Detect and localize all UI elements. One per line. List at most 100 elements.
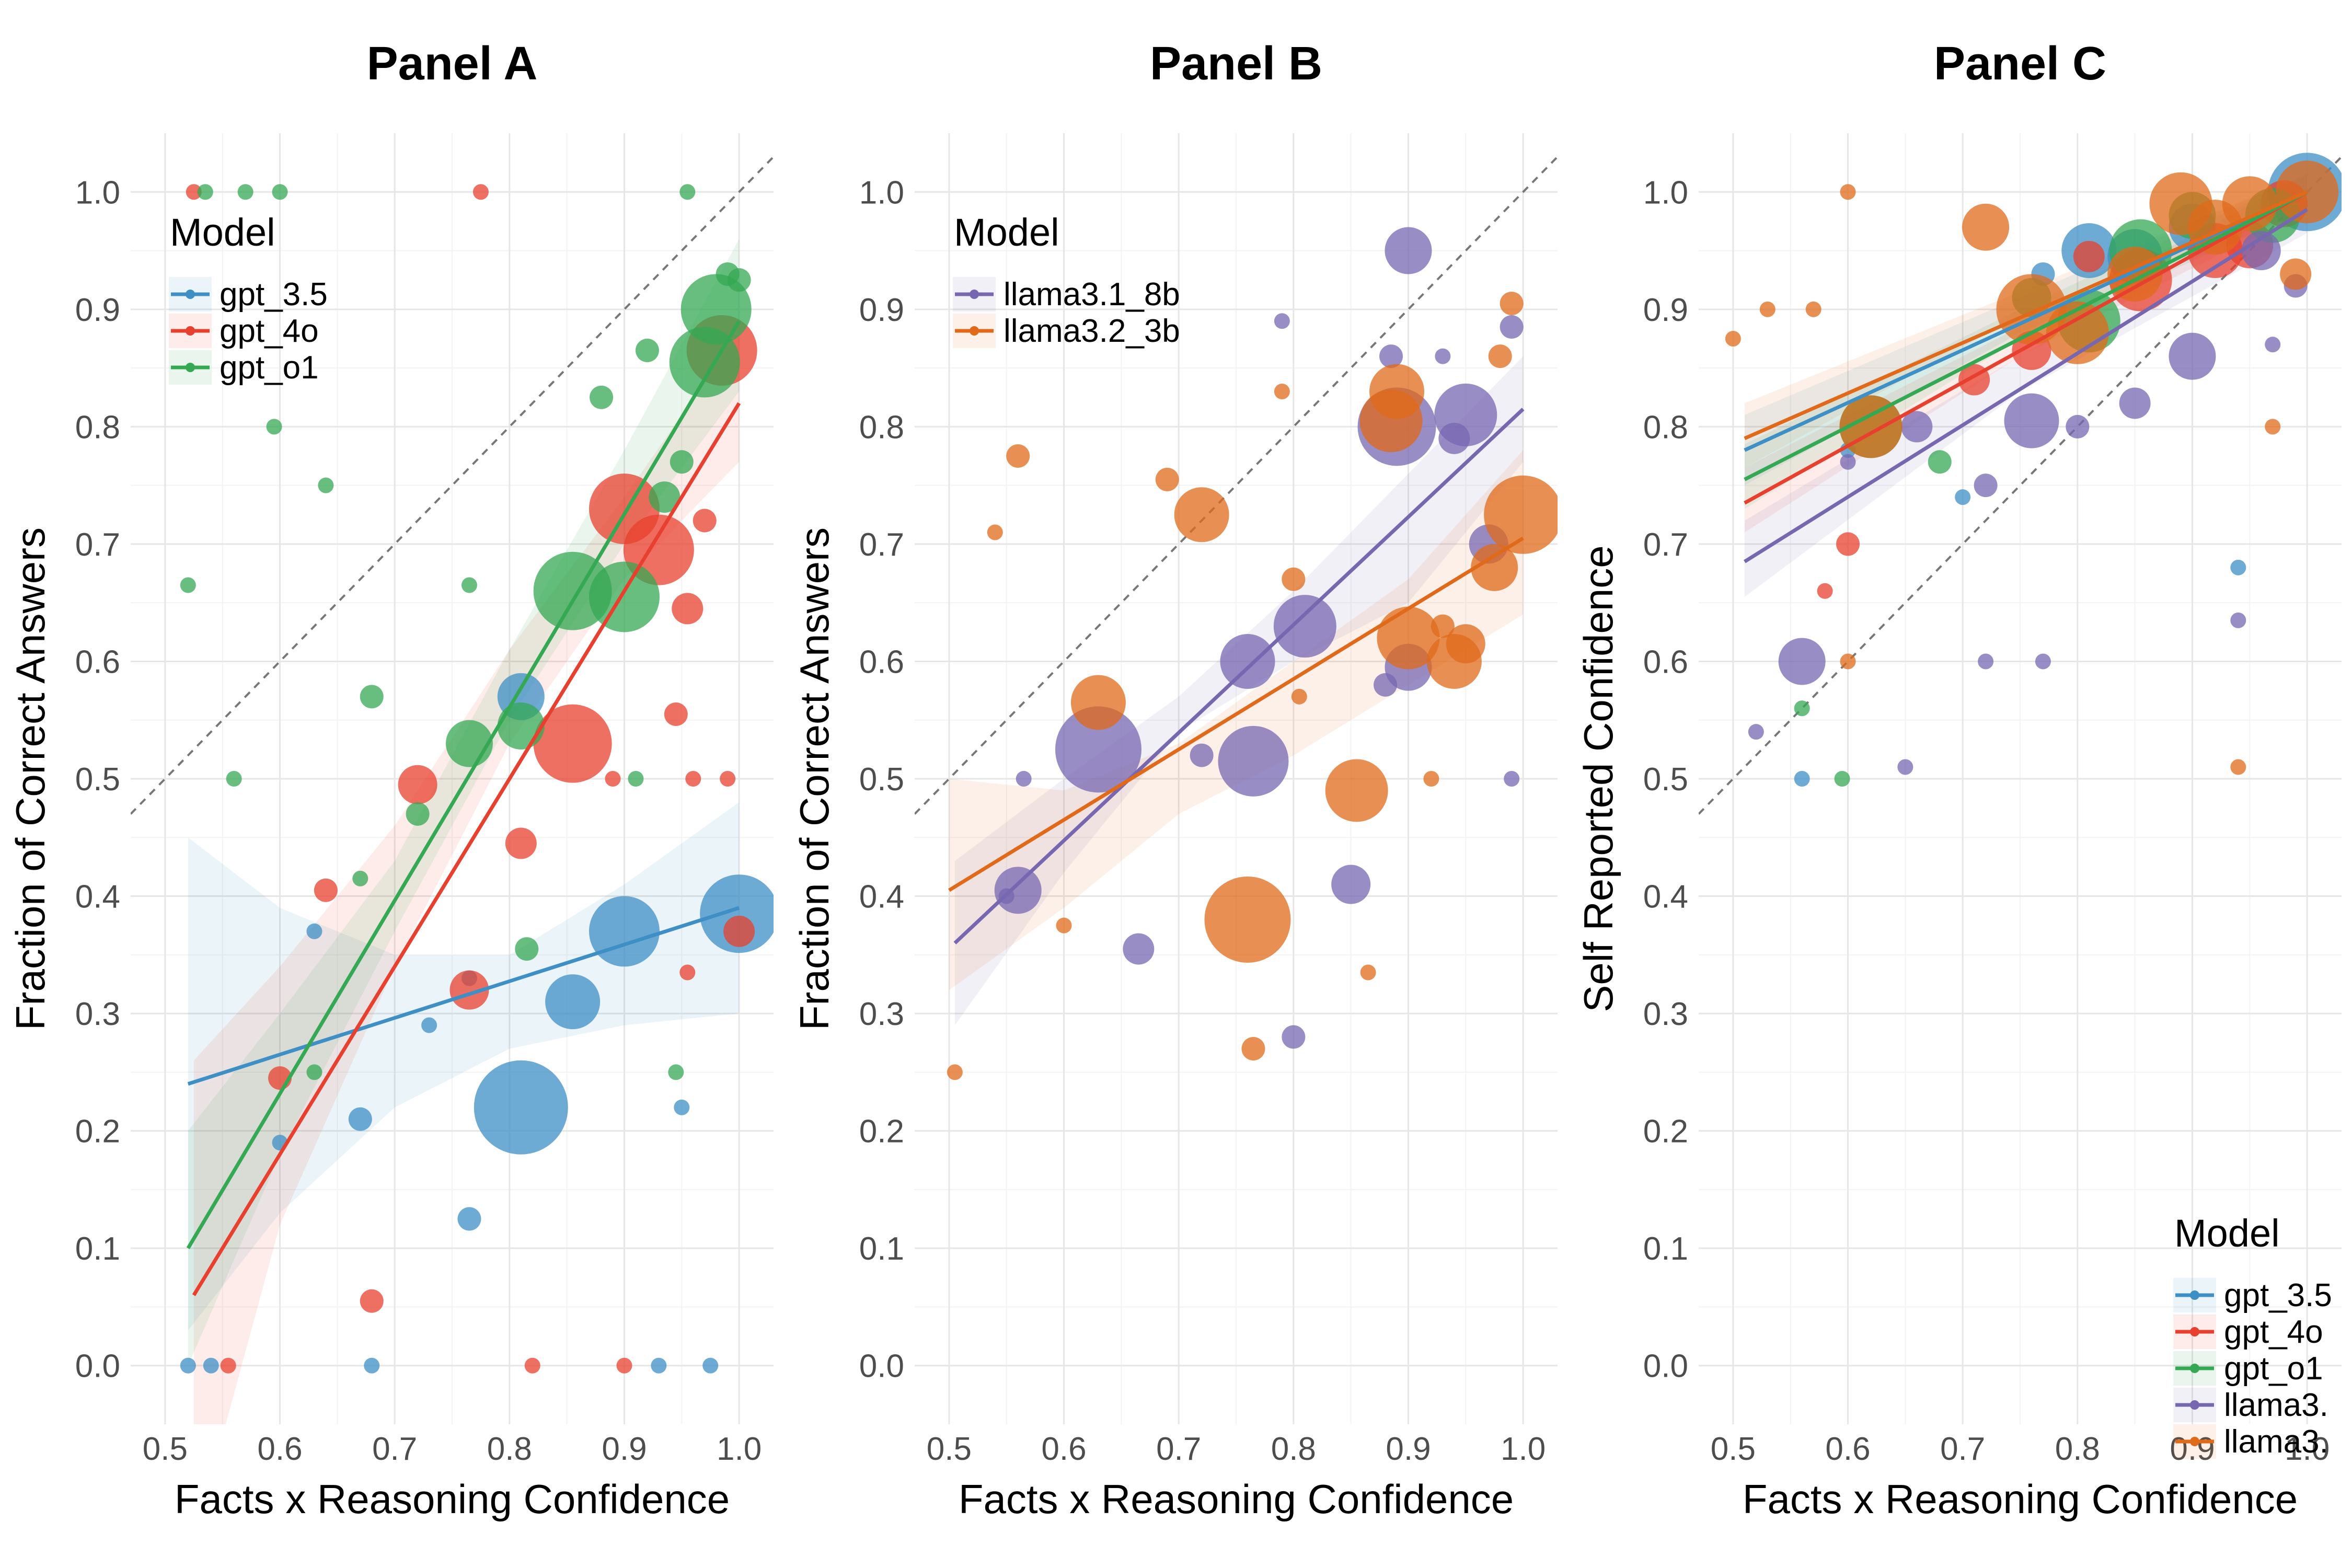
x-tick-label: 0.6 (1825, 1431, 1870, 1467)
data-point (1055, 706, 1142, 793)
data-point (649, 481, 681, 513)
data-point (1471, 544, 1518, 591)
y-tick-label: 0.1 (859, 1231, 904, 1267)
data-point (1190, 743, 1214, 767)
x-tick-label: 0.9 (2170, 1431, 2215, 1467)
legend-entry-label: llama3. (2224, 1387, 2328, 1423)
x-tick-label: 0.5 (1711, 1431, 1756, 1467)
data-point (1056, 917, 1072, 933)
data-point (1377, 606, 1440, 670)
data-point (669, 327, 740, 398)
x-tick-label: 0.7 (1940, 1431, 1985, 1467)
data-point (1978, 653, 1994, 670)
y-axis-title: Self Reported Confidence (1575, 545, 1621, 1012)
data-point (1155, 467, 1179, 491)
plot-area (1699, 153, 2342, 815)
data-point (1962, 203, 2010, 251)
data-point (2230, 612, 2246, 628)
data-point (406, 802, 430, 826)
legend-title: Model (954, 211, 1059, 254)
x-tick-label: 0.6 (1041, 1431, 1086, 1467)
data-point (987, 524, 1003, 540)
data-point (360, 685, 384, 709)
legend-entry-label: llama3.1_8b (1004, 276, 1180, 313)
y-tick-label: 0.6 (75, 644, 120, 680)
data-point (1274, 384, 1290, 399)
data-point (589, 561, 660, 632)
fit-line-gpt_o1 (1744, 190, 2308, 481)
data-point (474, 1060, 568, 1155)
data-point (1435, 348, 1451, 364)
legend-key-point (186, 363, 195, 372)
data-point (1325, 759, 1388, 822)
data-point (1834, 771, 1850, 787)
series-llama3.2_3b (947, 292, 1558, 1080)
data-point (1218, 725, 1289, 797)
data-point (2265, 419, 2281, 435)
y-tick-label: 0.1 (1643, 1231, 1688, 1267)
y-tick-label: 0.4 (1643, 879, 1688, 915)
data-point (472, 184, 489, 200)
y-tick-label: 0.7 (75, 527, 120, 563)
x-axis-title: Facts x Reasoning Confidence (1743, 1476, 2298, 1522)
data-point (1748, 724, 1764, 740)
data-point (1423, 771, 1439, 787)
data-point (180, 577, 196, 593)
x-tick-label: 0.8 (487, 1431, 532, 1467)
data-point (1006, 444, 1030, 468)
data-point (1840, 653, 1856, 670)
fit-line-llama3.1_8b (953, 408, 1525, 944)
y-tick-label: 0.3 (1643, 996, 1688, 1032)
y-tick-label: 0.5 (859, 762, 904, 798)
data-point (2073, 240, 2105, 272)
legend-entry-label: gpt_3.5 (2224, 1277, 2332, 1313)
data-point (1220, 633, 1275, 689)
y-tick-label: 1.0 (859, 175, 904, 211)
legend-key-point (2190, 1290, 2199, 1300)
data-point (1759, 301, 1775, 317)
legend-title: Model (2174, 1212, 2280, 1255)
x-tick-label: 0.6 (257, 1431, 302, 1467)
data-point (1434, 383, 1497, 446)
data-point (360, 1289, 384, 1313)
data-point (497, 702, 545, 750)
fit-line-gpt_4o (192, 402, 741, 1296)
data-point (628, 771, 644, 787)
x-tick-label: 0.8 (1271, 1431, 1316, 1467)
x-tick-label: 1.0 (717, 1431, 762, 1467)
data-point (590, 385, 614, 409)
y-tick-label: 0.4 (859, 879, 904, 915)
data-point (1331, 864, 1371, 904)
data-point (2230, 559, 2246, 575)
legend-entry-label: gpt_4o (220, 313, 319, 349)
x-axis-title: Facts x Reasoning Confidence (959, 1476, 1514, 1522)
plot-area (915, 156, 1558, 1080)
data-point (693, 509, 717, 533)
y-tick-label: 0.0 (1643, 1348, 1688, 1385)
data-point (398, 765, 437, 804)
data-point (674, 1099, 690, 1115)
data-point (1241, 1036, 1265, 1060)
x-axis-title: Facts x Reasoning Confidence (175, 1476, 730, 1522)
data-point (605, 771, 621, 787)
data-point (672, 593, 704, 625)
data-point (1794, 771, 1810, 787)
data-point (180, 1357, 196, 1374)
legend-title: Model (170, 211, 275, 254)
data-point (220, 1357, 236, 1374)
legend-key-point (2190, 1327, 2199, 1336)
fit-line-llama3.2_3b (948, 536, 1524, 892)
data-point (226, 771, 242, 787)
data-point (2004, 393, 2059, 448)
data-point (1204, 876, 1291, 963)
data-point (668, 1064, 684, 1080)
y-tick-label: 1.0 (1643, 175, 1688, 211)
data-point (364, 1357, 380, 1374)
data-point (314, 878, 338, 902)
y-tick-label: 0.6 (1643, 644, 1688, 680)
y-tick-label: 0.9 (75, 292, 120, 328)
x-tick-label: 1.0 (2285, 1431, 2330, 1467)
y-tick-label: 0.8 (1643, 409, 1688, 445)
data-point (1273, 595, 1336, 658)
